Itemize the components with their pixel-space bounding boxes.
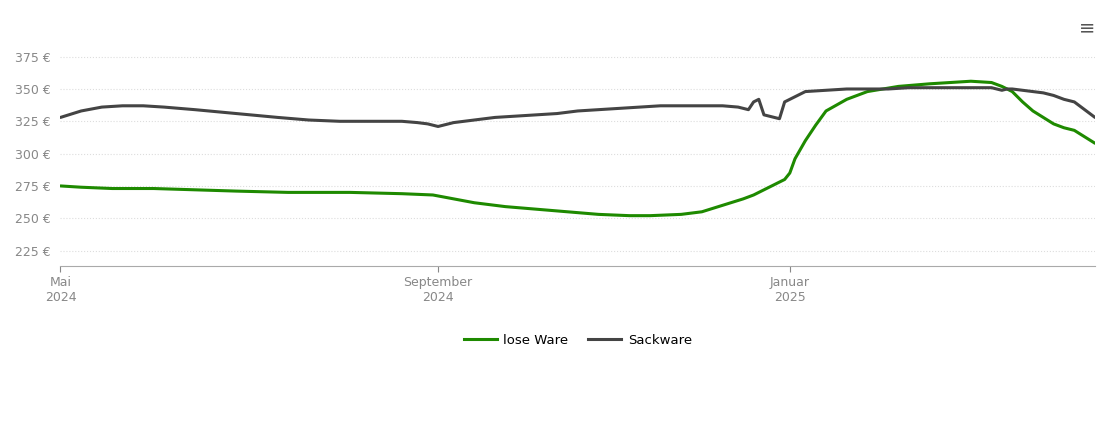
Text: ≡: ≡	[1079, 18, 1094, 37]
Legend: lose Ware, Sackware: lose Ware, Sackware	[458, 328, 697, 352]
